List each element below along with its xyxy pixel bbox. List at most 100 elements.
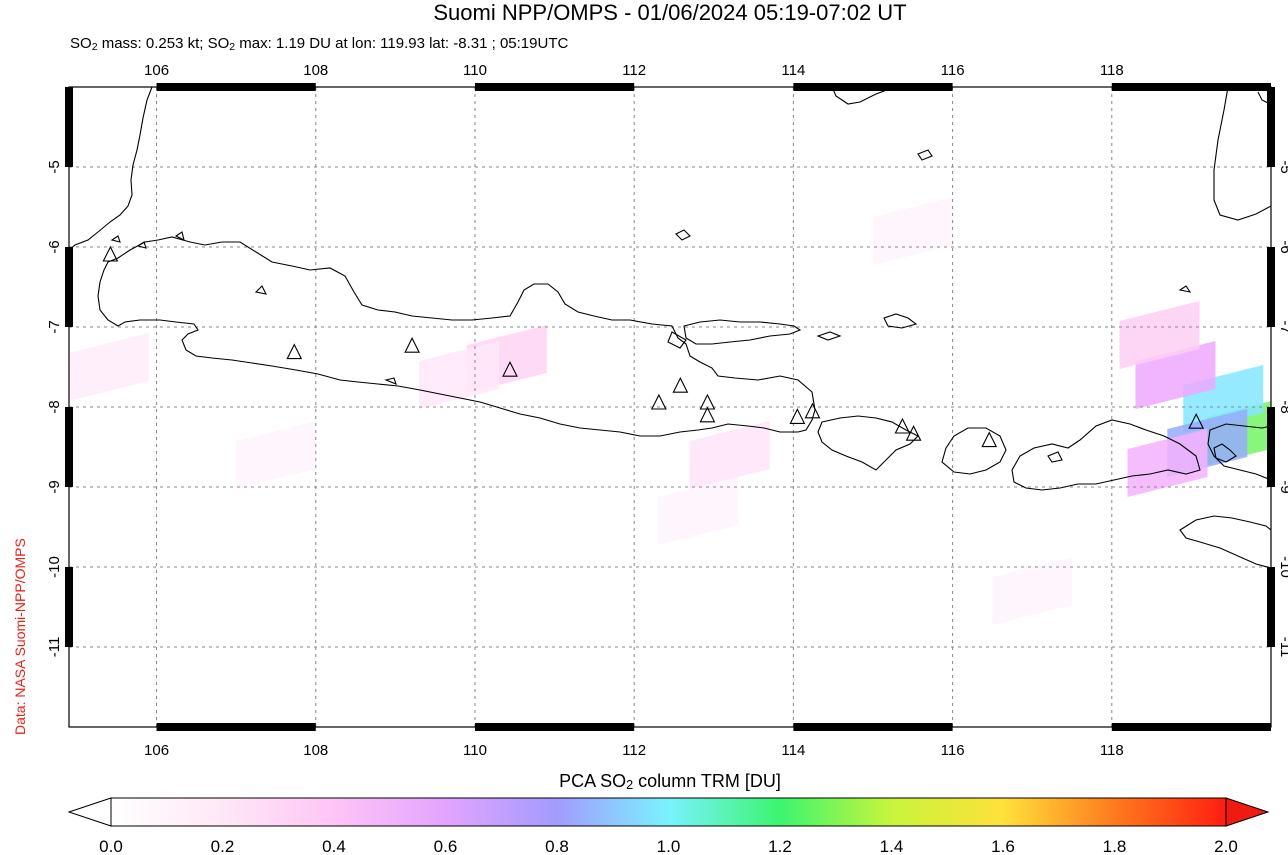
lon-tick-label-bottom: 112	[622, 742, 646, 759]
lat-tick-label-right: -11	[1277, 637, 1288, 658]
frame-bar-bottom	[474, 723, 635, 731]
lon-tick-label-bottom: 116	[941, 742, 965, 759]
so2-pixel-layer	[69, 197, 1271, 625]
lat-tick-label-left: -5	[46, 160, 63, 173]
triangle-icon	[404, 336, 420, 353]
coastline-bali	[817, 415, 919, 471]
so2-pixel	[992, 557, 1073, 625]
colorbar-tick-label: 0.6	[434, 837, 458, 855]
triangle-icon	[1188, 412, 1205, 429]
triangle-icon	[286, 343, 303, 360]
colorbar-tick-label: 1.2	[768, 837, 792, 855]
triangle-icon	[672, 376, 689, 393]
lon-tick-label-top: 118	[1100, 62, 1124, 79]
frame-bar-top	[474, 83, 635, 91]
colorbar-tick-label: 0.4	[322, 837, 346, 855]
frame-bar-right	[1267, 247, 1275, 327]
lon-tick-label-top: 106	[144, 62, 169, 79]
colorbar-gradient	[110, 797, 1227, 827]
coastline-flores	[1207, 423, 1271, 481]
lon-tick-label-top: 110	[463, 62, 487, 79]
lat-tick-label-right: -10	[1277, 556, 1288, 578]
triangle-icon	[981, 431, 998, 448]
colorbar-tick-label: 1.0	[657, 837, 681, 855]
map-gridlines	[69, 87, 1271, 727]
frame-bar-top	[156, 83, 316, 91]
lat-tick-label-left: -8	[46, 400, 63, 413]
frame-bar-top	[793, 83, 953, 91]
coastline-sumatra	[69, 87, 153, 251]
so2-pixel	[872, 197, 953, 265]
triangle-icon	[804, 402, 821, 419]
triangle-icon	[102, 245, 119, 262]
so2-pixel	[69, 333, 149, 401]
lat-tick-label-left: -10	[46, 556, 63, 578]
colorbar-over-arrow	[1225, 797, 1270, 827]
so2-pixel	[689, 421, 770, 489]
colorbar-under-arrow	[67, 797, 112, 827]
frame-bar-right	[1267, 567, 1275, 647]
lon-tick-label-bottom: 114	[781, 742, 805, 759]
triangle-icon	[650, 393, 667, 410]
so2-pixel	[657, 477, 738, 545]
frame-bar-bottom	[156, 723, 316, 731]
volcano-markers	[102, 245, 1205, 448]
lat-tick-label-right: -9	[1277, 480, 1288, 493]
lon-tick-label-bottom: 106	[144, 742, 169, 759]
so2-pixel	[419, 341, 500, 409]
so2-pixel	[1119, 301, 1200, 369]
lat-tick-label-right: -8	[1277, 400, 1288, 413]
lon-tick-label-bottom: 110	[463, 742, 487, 759]
lon-tick-label-bottom: 108	[303, 742, 328, 759]
map-plot-area: 106 106 108 108 110 110 112 112 114 114 116 116 118 1…	[46, 62, 1288, 759]
triangle-icon	[905, 424, 922, 441]
lon-tick-label-top: 108	[303, 62, 328, 79]
lat-tick-label-left: -7	[46, 320, 63, 333]
map-title: Suomi NPP/OMPS - 01/06/2024 05:19-07:02 …	[433, 0, 907, 25]
so2-pixel	[1127, 429, 1208, 497]
lat-tick-label-left: -6	[46, 240, 63, 253]
frame-bar-left	[65, 247, 73, 327]
lat-tick-label-left: -11	[46, 637, 63, 658]
colorbar: 0.0 0.2 0.4 0.6 0.8 1.0 1.2 1.4 1.6 1.8 2.0	[67, 797, 1270, 855]
coastline-sumbawa	[1011, 419, 1201, 491]
colorbar-title: PCA SO2 column TRM [DU]	[559, 771, 781, 792]
coastline-lombok	[941, 427, 1007, 475]
lat-tick-label-right: -5	[1277, 160, 1288, 173]
triangle-icon	[894, 417, 911, 434]
colorbar-tick-label: 0.8	[545, 837, 569, 855]
coastline-kalimantan	[831, 87, 893, 105]
lat-tick-label-right: -7	[1277, 320, 1288, 333]
frame-bar-bottom	[1111, 723, 1271, 731]
triangle-icon	[789, 408, 806, 424]
colorbar-tick-label: 1.6	[991, 837, 1015, 855]
frame-bar-top	[1111, 83, 1271, 91]
colorbar-tick-label: 2.0	[1214, 837, 1238, 855]
frame-bar-left	[65, 567, 73, 647]
lon-tick-label-top: 114	[781, 62, 805, 79]
colorbar-tick-label: 0.0	[99, 837, 123, 855]
lat-tick-label-left: -9	[46, 480, 63, 493]
map-tick-labels: 106 106 108 108 110 110 112 112 114 114 116 116 118 1…	[46, 62, 1288, 759]
colorbar-tick-label: 0.2	[211, 837, 235, 855]
coastline-java	[97, 236, 816, 437]
colorbar-tick-label: 1.4	[880, 837, 904, 855]
frame-bar-left	[65, 87, 73, 167]
frame-bar-bottom	[793, 723, 953, 731]
map-subtitle: SO2 mass: 0.253 kt; SO2 max: 1.19 DU at …	[70, 35, 569, 53]
coastline-madura	[683, 319, 802, 345]
lon-tick-label-top: 116	[941, 62, 965, 79]
frame-bar-right	[1267, 87, 1275, 167]
map-frame-bars	[65, 83, 1275, 731]
triangle-icon	[502, 360, 518, 377]
lat-tick-label-right: -6	[1277, 240, 1288, 253]
lon-tick-label-top: 112	[622, 62, 646, 79]
so2-pixel	[235, 421, 316, 489]
coastline-sumba	[1179, 515, 1271, 569]
coastline-small-islands	[254, 149, 1237, 463]
lon-tick-label-bottom: 118	[1100, 742, 1124, 759]
triangle-icon	[699, 406, 716, 423]
frame-bar-right	[1267, 407, 1275, 487]
frame-bar-left	[65, 407, 73, 487]
colorbar-tick-labels: 0.0 0.2 0.4 0.6 0.8 1.0 1.2 1.4 1.6 1.8 2.0	[99, 837, 1238, 855]
